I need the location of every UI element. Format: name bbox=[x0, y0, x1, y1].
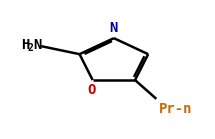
Text: N: N bbox=[110, 21, 118, 35]
Text: N: N bbox=[33, 38, 41, 52]
Text: 2: 2 bbox=[28, 43, 34, 53]
Text: H: H bbox=[21, 38, 29, 52]
Text: O: O bbox=[88, 83, 96, 97]
Text: Pr-n: Pr-n bbox=[158, 101, 192, 116]
